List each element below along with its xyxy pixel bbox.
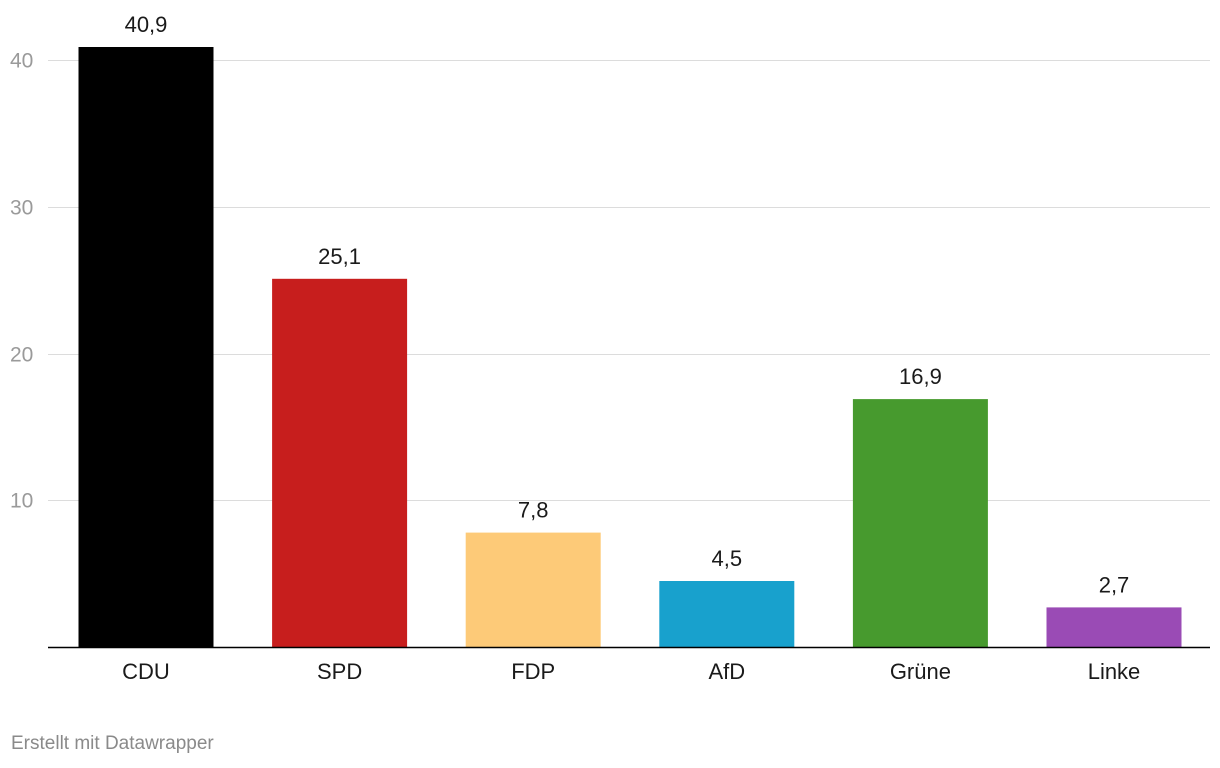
x-tick-label-fdp: FDP: [511, 659, 555, 684]
y-tick-label: 10: [10, 490, 33, 513]
datawrapper-credit: Erstellt mit Datawrapper: [11, 733, 214, 754]
x-tick-label-cdu: CDU: [122, 659, 170, 684]
value-label-spd: 25,1: [318, 244, 361, 269]
bar-afd: [659, 581, 795, 647]
gridlines: [48, 60, 1210, 501]
x-tick-label-grüne: Grüne: [890, 659, 951, 684]
value-label-cdu: 40,9: [125, 12, 168, 37]
bar-grüne: [852, 399, 988, 647]
value-label-afd: 4,5: [712, 546, 743, 571]
bar-linke: [1046, 607, 1182, 647]
value-label-fdp: 7,8: [518, 498, 549, 523]
labels: 10 20 30 40 40,9 CDU 25,1 SPD 7,8 FDP 4,5 AfD 16,9 Gr…: [10, 12, 1140, 684]
bars: [78, 47, 1182, 647]
y-tick-label: 40: [10, 50, 33, 73]
value-label-linke: 2,7: [1099, 572, 1130, 597]
y-tick-label: 30: [10, 197, 33, 220]
bar-spd: [272, 278, 408, 647]
x-tick-label-linke: Linke: [1088, 659, 1141, 684]
y-tick-label: 20: [10, 344, 33, 367]
bar-fdp: [465, 532, 601, 647]
bar-cdu: [78, 47, 214, 647]
x-tick-label-afd: AfD: [708, 659, 745, 684]
x-tick-label-spd: SPD: [317, 659, 362, 684]
value-label-grüne: 16,9: [899, 364, 942, 389]
